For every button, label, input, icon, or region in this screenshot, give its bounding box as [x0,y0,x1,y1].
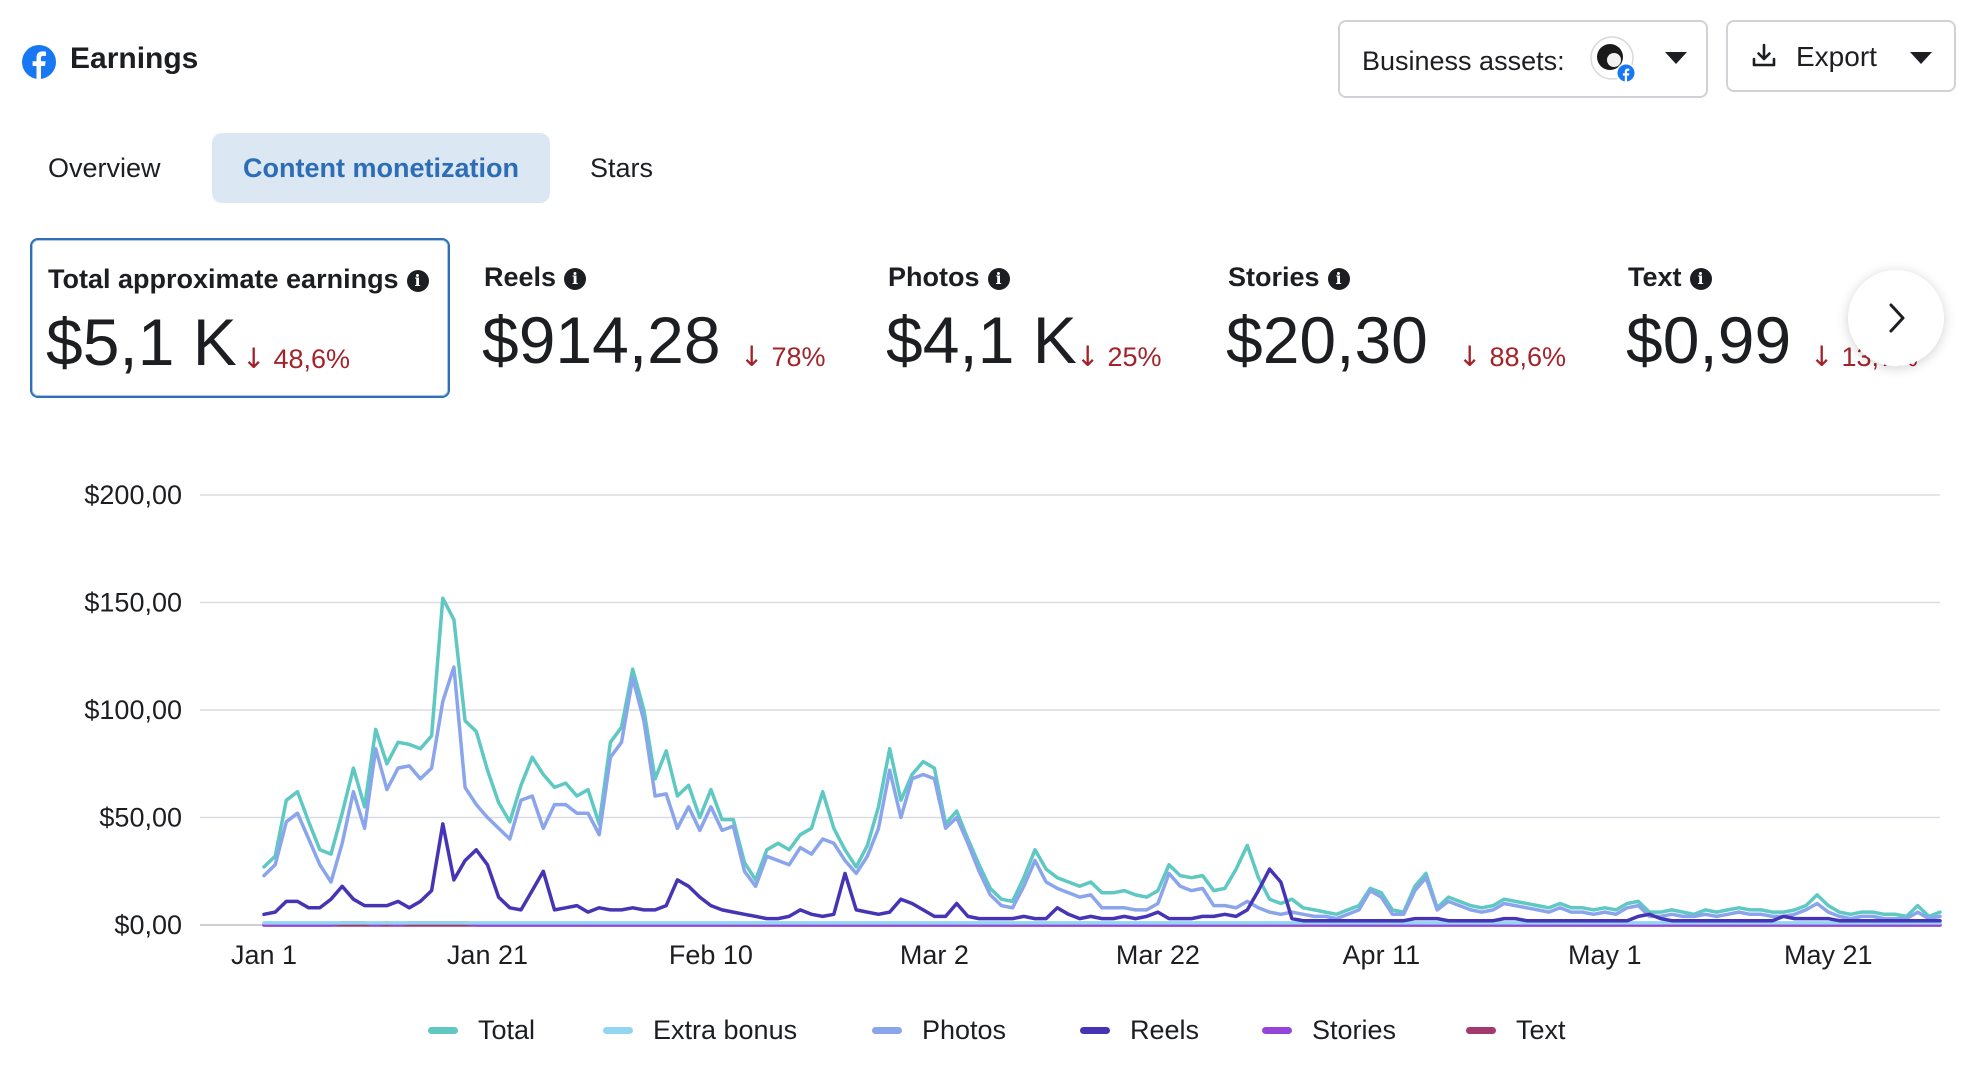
legend-item-stories[interactable]: Stories [1262,1010,1396,1050]
info-icon[interactable]: i [1689,268,1712,290]
metric-value: $5,1 K [46,305,237,379]
x-tick-label: Apr 11 [1343,940,1421,970]
legend-label: Reels [1130,1014,1200,1045]
legend-swatch [1262,1026,1292,1034]
metric-value: $914,28 [482,303,721,377]
series-line-photos[interactable] [262,665,1942,921]
legend-label: Total [478,1014,536,1045]
info-icon[interactable]: i [564,268,587,290]
x-tick-label: May 1 [1568,940,1642,970]
arrow-down-icon: ↓ [1810,340,1834,373]
metric-change: ↓ 48,6% [242,342,351,375]
legend-item-photos[interactable]: Photos [872,1010,1006,1050]
x-axis-labels: Jan 1 Jan 21 Feb 10 Mar 2 Mar 22 Apr 11 May 1 M… [231,940,1873,970]
page-title: Earnings [70,42,199,75]
metric-value: $4,1 K [886,303,1077,377]
tab-stars[interactable]: Stars [590,153,654,183]
y-tick-label: $200,00 [84,480,182,510]
metric-change: ↓ 78% [740,340,826,373]
info-icon[interactable]: i [1327,268,1350,290]
metric-card-photos[interactable]: Photos i $4,1 K ↓ 25% [872,238,1212,398]
business-assets-selector[interactable]: Business assets: [1338,20,1708,98]
y-tick-label: $0,00 [114,910,182,940]
legend-label: Photos [922,1014,1007,1045]
chevron-down-icon [1665,52,1687,64]
chevron-down-icon [1910,52,1932,64]
x-tick-label: Mar 2 [900,940,969,970]
legend-item-total[interactable]: Total [428,1010,535,1050]
metric-value: $0,99 [1626,303,1792,377]
chart-series [262,596,1942,927]
business-avatar [1590,36,1636,83]
arrow-down-icon: ↓ [242,342,266,375]
arrow-down-icon: ↓ [1076,340,1100,373]
next-cards-button[interactable] [1848,270,1944,366]
export-label: Export [1796,41,1877,72]
arrow-down-icon: ↓ [740,340,764,373]
x-tick-label: Feb 10 [669,940,753,970]
info-icon[interactable]: i [987,268,1010,290]
metric-card-reels[interactable]: Reels i $914,28 ↓ 78% [468,238,848,398]
series-line-total[interactable] [262,596,1942,919]
legend-swatch [428,1026,458,1034]
tab-overview[interactable]: Overview [48,153,161,183]
metric-label: Total approximate earnings i [48,264,429,295]
metric-label: Reels i [484,262,587,293]
legend-label: Extra bonus [653,1014,798,1045]
legend-swatch [603,1026,633,1034]
metric-label: Stories i [1228,262,1350,293]
legend-label: Text [1516,1014,1566,1045]
legend-item-extra-bonus[interactable]: Extra bonus [603,1010,797,1050]
x-tick-label: Mar 22 [1116,940,1200,970]
export-button[interactable]: Export [1726,20,1956,92]
facebook-icon [22,45,56,79]
arrow-down-icon: ↓ [1458,340,1482,373]
metric-change: ↓ 88,6% [1458,340,1567,373]
series-line-stories[interactable] [262,921,1942,927]
legend-swatch [1080,1026,1110,1034]
legend-swatch [1466,1026,1496,1034]
legend-label: Stories [1312,1014,1397,1045]
series-line-reels[interactable] [262,822,1942,923]
metric-card-stories[interactable]: Stories i $20,30 ↓ 88,6% [1212,238,1592,398]
metric-cards: Total approximate earnings i $5,1 K ↓ 48,6… [0,230,1945,410]
legend-swatch [872,1026,902,1034]
tab-content-monetization[interactable]: Content monetization [212,133,550,203]
x-tick-label: May 21 [1784,940,1873,970]
legend-item-reels[interactable]: Reels [1080,1010,1199,1050]
metric-label: Text i [1628,262,1712,293]
metric-label: Photos i [888,262,1010,293]
metric-change: ↓ 25% [1076,340,1162,373]
metric-card-total[interactable]: Total approximate earnings i $5,1 K ↓ 48,6… [30,238,450,398]
chart-legend: Total Extra bonus Photos Reels Stories Text [0,1010,1970,1060]
info-icon[interactable]: i [406,270,429,292]
download-icon [1752,43,1776,67]
chevron-right-icon [1889,303,1905,333]
x-tick-label: Jan 1 [231,940,297,970]
business-assets-label: Business assets: [1362,46,1565,76]
y-tick-label: $150,00 [84,588,182,618]
page-header: Earnings Business assets: Export [0,0,1970,120]
y-tick-label: $50,00 [99,803,182,833]
x-tick-label: Jan 21 [447,940,528,970]
earnings-line-chart: $0,00$50,00$100,00$150,00$200,00 Jan 1 Ja… [84,480,1942,970]
y-tick-label: $100,00 [84,695,182,725]
chart-grid [200,494,1940,926]
metric-value: $20,30 [1226,303,1428,377]
y-axis-labels: $0,00 $50,00 $100,00 $150,00 $200,00 [84,480,182,940]
legend-item-text[interactable]: Text [1466,1010,1566,1050]
